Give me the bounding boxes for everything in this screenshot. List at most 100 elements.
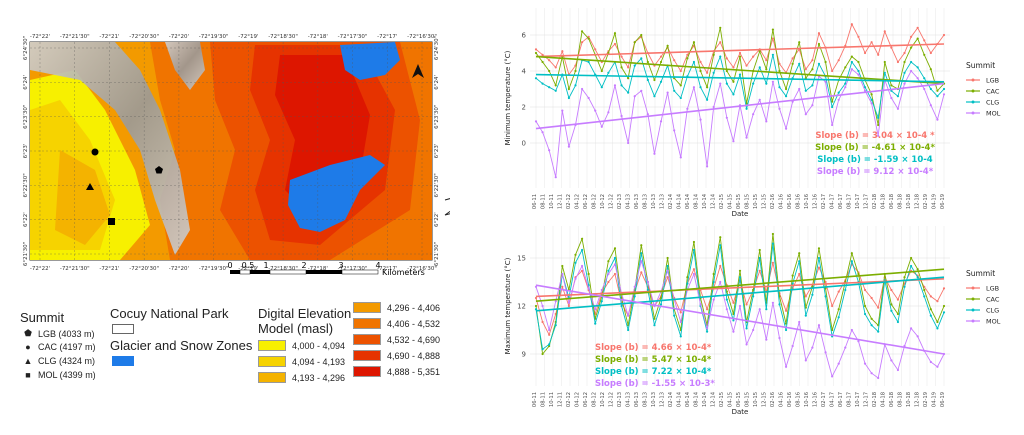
data-point-lgb — [679, 69, 682, 73]
data-point-mol — [817, 324, 821, 327]
data-point-mol — [877, 376, 880, 380]
data-point-cac — [574, 253, 577, 256]
data-point-mol — [778, 336, 781, 340]
park-legend-swatch-row — [112, 324, 140, 334]
x-tick-label: 06-16 — [787, 392, 793, 407]
data-point-lgb — [863, 51, 867, 55]
data-point-clg — [594, 322, 597, 325]
slope-annotation: Slope (b) = -1.59 × 10-4 — [817, 155, 932, 165]
data-point-cac — [791, 62, 794, 65]
data-point-lgb — [732, 301, 735, 304]
data-point-mol — [653, 152, 656, 155]
data-point-lgb — [942, 33, 946, 37]
data-point-clg — [725, 82, 728, 85]
data-point-clg — [666, 264, 669, 268]
data-point-clg — [778, 303, 781, 306]
data-point-clg — [646, 78, 649, 82]
data-point-mol — [666, 91, 669, 94]
data-point-clg — [798, 260, 801, 263]
data-point-lgb — [877, 306, 880, 309]
x-tick-label: 12-18 — [915, 194, 921, 209]
x-tick-label: 10-14 — [702, 391, 708, 407]
x-tick-label: 10-13 — [651, 194, 657, 209]
data-point-lgb — [679, 311, 682, 314]
data-point-clg — [692, 248, 696, 252]
data-point-lgb — [850, 23, 853, 26]
data-point-cac — [771, 232, 775, 236]
data-point-lgb — [929, 295, 932, 298]
data-point-lgb — [561, 50, 564, 53]
data-point-mol — [791, 344, 794, 348]
data-point-mol — [548, 149, 551, 152]
trend-line-lgb — [535, 278, 945, 298]
data-point-clg — [554, 324, 557, 327]
data-point-mol — [824, 351, 827, 354]
scale-label-3: 3 — [338, 261, 343, 270]
legend-key-point — [971, 319, 975, 323]
data-point-clg — [607, 269, 610, 272]
data-point-lgb — [877, 53, 880, 56]
data-point-mol — [870, 102, 873, 105]
data-point-clg — [857, 69, 860, 73]
x-tick-label: 08-18 — [898, 392, 904, 407]
data-point-lgb — [883, 30, 886, 33]
data-point-mol — [942, 93, 946, 96]
x-tick-label: 10-17 — [855, 392, 861, 407]
x-tick-label: 08-15 — [745, 194, 751, 209]
data-point-lgb — [804, 295, 807, 298]
data-point-mol — [863, 89, 867, 92]
data-point-clg — [758, 256, 761, 260]
x-tick-label: 06-11 — [532, 194, 538, 209]
data-point-lgb — [831, 69, 834, 73]
data-point-mol — [600, 288, 603, 292]
map-graticule — [30, 42, 432, 260]
data-point-clg — [712, 280, 715, 284]
data-point-cac — [863, 304, 867, 308]
data-point-cac — [850, 252, 853, 255]
x-tick-label: 08-16 — [796, 392, 802, 407]
x-tick-label: 04-16 — [779, 392, 785, 407]
data-point-cac — [738, 55, 742, 58]
data-point-mol — [587, 96, 590, 100]
data-point-mol — [771, 80, 775, 83]
temperature-charts: 06-11 08-11 10-11 12-11 02-12 04-12 06-12 08-12… — [504, 7, 1001, 416]
legend-key-point — [971, 297, 975, 301]
data-point-mol — [837, 362, 840, 365]
map-top-lon-label: -72°16'30" — [407, 34, 437, 40]
legend-series-label: CAC — [986, 88, 1000, 96]
x-tick-label: 12-13 — [660, 194, 666, 209]
chart-legend-title: Summit — [966, 269, 995, 278]
data-point-mol — [837, 98, 840, 101]
data-point-lgb — [699, 60, 702, 64]
legend-key-point — [971, 100, 975, 104]
data-point-mol — [916, 335, 919, 338]
map-bottom-lon-label: -72°20' — [169, 266, 189, 272]
data-point-cac — [909, 46, 913, 49]
data-point-mol — [765, 338, 768, 341]
slope-annotation: Slope (b) = 3.04 × 10-4 * — [815, 131, 935, 141]
dem-legend-item: 4,000 - 4,094 — [258, 340, 345, 351]
data-point-clg — [633, 64, 636, 67]
x-tick-label: 06-15 — [736, 392, 742, 407]
legend-key-point — [971, 78, 975, 82]
summit-legend-cac: ● CAC (4197 m) — [22, 342, 95, 352]
dem-range-label: 4,193 - 4,296 — [292, 372, 346, 383]
dem-legend-item: 4,094 - 4,193 — [258, 356, 345, 367]
legend-key-point — [971, 308, 975, 312]
summit-legend-clg-label: CLG (4324 m) — [38, 356, 96, 366]
data-point-clg — [580, 248, 584, 252]
data-point-cac — [712, 272, 715, 276]
summit-markers — [86, 148, 163, 225]
map-bottom-lon-label: -72°20'30" — [129, 266, 159, 272]
map-legend: Summit ⬟ LGB (4033 m) ● CAC (4197 m) ▲ C… — [0, 296, 450, 435]
dem-legend-item: 4,193 - 4,296 — [258, 372, 345, 383]
data-point-mol — [534, 120, 538, 123]
x-tick-label: 10-17 — [855, 194, 861, 209]
x-tick-label: 04-19 — [932, 194, 938, 209]
data-point-cac — [699, 69, 702, 73]
data-point-clg — [725, 298, 728, 301]
dem-range-label: 4,296 - 4,406 — [387, 302, 441, 313]
data-point-clg — [942, 311, 946, 314]
data-point-lgb — [752, 55, 755, 58]
